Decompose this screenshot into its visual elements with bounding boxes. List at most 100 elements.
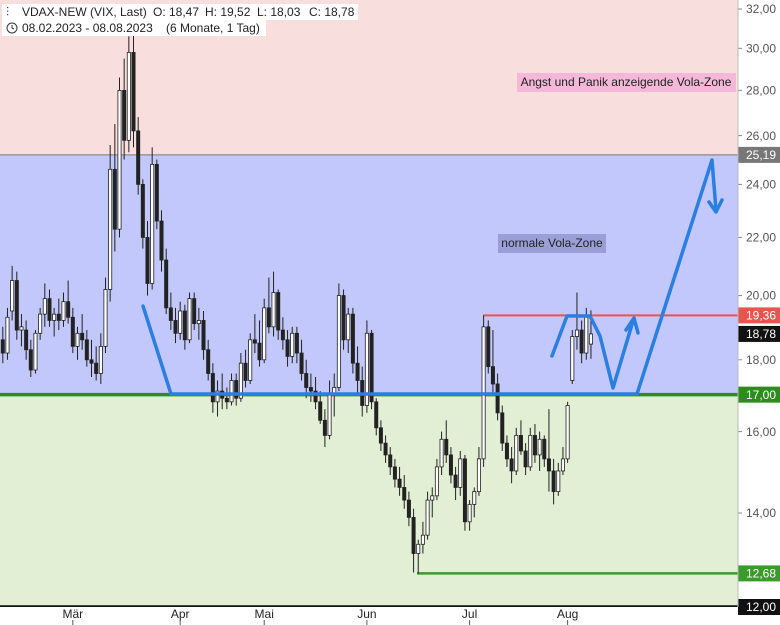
candle-body (94, 362, 99, 374)
level-box (738, 307, 780, 324)
candle-body (574, 329, 579, 337)
candle-body (56, 313, 61, 321)
candle-body (406, 499, 411, 518)
candle-body (486, 326, 491, 368)
candle-body (276, 292, 281, 331)
level-box (738, 325, 780, 342)
x-tick-label: Mai (255, 607, 274, 621)
y-tick-label: 18,00 (746, 353, 776, 367)
candle-body (374, 401, 379, 429)
level-label: 25,19 (746, 148, 776, 162)
candle-body (89, 359, 94, 364)
candle-body (318, 401, 323, 421)
candle-body (355, 362, 360, 381)
candle-body (397, 478, 402, 488)
candle-body (425, 499, 430, 536)
candle-body (439, 438, 444, 468)
candle-body (584, 316, 589, 354)
candle-body (252, 339, 257, 344)
candle-body (75, 332, 80, 347)
candle-body (378, 427, 383, 444)
candle-body (28, 349, 33, 371)
y-axis-area (738, 0, 780, 607)
candle-body (308, 387, 313, 392)
candle-body (285, 339, 290, 357)
quote: C: 18,78 (309, 5, 355, 19)
candle-body (383, 442, 388, 456)
candle-body (514, 435, 519, 472)
candle-body (84, 339, 89, 361)
candle-body (0, 339, 5, 354)
candle-body (122, 90, 127, 141)
candle-body (523, 450, 528, 468)
candle-body (388, 454, 393, 468)
y-tick-label: 28,00 (746, 84, 776, 98)
candle-body (556, 470, 561, 493)
candle-body (294, 332, 299, 354)
candle-body (472, 491, 477, 505)
candle-body (504, 442, 509, 460)
candle-body (136, 130, 141, 185)
candle-body (416, 543, 421, 554)
candle-body (182, 310, 187, 341)
candle-body (178, 310, 183, 334)
candle-body (257, 342, 262, 361)
candle-body (528, 435, 533, 468)
candle-body (24, 329, 29, 351)
candle-body (392, 466, 397, 480)
level-label: 12,00 (746, 600, 776, 614)
candle-body (290, 332, 295, 357)
candle-body (579, 329, 584, 354)
candle-body (266, 307, 271, 328)
candle-body (229, 380, 234, 403)
candle-body (280, 329, 285, 341)
clock-icon (11, 25, 15, 30)
candle-body (66, 301, 71, 318)
candle-body (117, 90, 122, 230)
x-tick-label: Apr (171, 607, 190, 621)
chart-icon: ⫶ (6, 5, 9, 19)
candle-body (411, 516, 416, 554)
arrow-head (707, 198, 724, 214)
candle-body (70, 316, 75, 347)
candle-body (271, 292, 276, 328)
candle-body (173, 320, 178, 334)
annotation-box (517, 73, 736, 92)
candle-body (369, 332, 374, 403)
candle-body (14, 280, 19, 331)
level-label: 19,36 (746, 309, 776, 323)
candle-body (299, 352, 304, 374)
candle-body (168, 307, 173, 321)
candle-body (164, 259, 169, 309)
candle-body (61, 301, 66, 321)
path-drawing (550, 314, 635, 390)
y-tick-label: 16,00 (746, 425, 776, 439)
level-box (738, 599, 780, 615)
candle-body (140, 183, 145, 238)
x-tick-label: Mär (62, 607, 83, 621)
candle-body (509, 458, 514, 472)
level-box (738, 386, 780, 403)
candle-body (336, 295, 341, 388)
annotation: Angst und Panik anzeigende Vola-Zone (521, 75, 732, 89)
candle-body (322, 419, 327, 436)
candle-body (234, 380, 239, 399)
clock-icon (6, 22, 18, 34)
candle-body (420, 534, 425, 545)
quote: H: 19,52 (205, 5, 251, 19)
candle-body (467, 503, 472, 523)
candle-body (346, 313, 351, 341)
candle-body (112, 168, 117, 230)
y-tick-label: 14,00 (746, 506, 776, 520)
candle-body (131, 52, 136, 132)
candle-body (150, 164, 155, 284)
header-box (2, 20, 266, 36)
x-tick-label: Jun (357, 607, 376, 621)
level-label: 17,00 (746, 388, 776, 402)
candle-body (47, 298, 52, 321)
candle-body (532, 435, 537, 456)
annotation: normale Vola-Zone (501, 236, 603, 250)
candle-body (453, 474, 458, 488)
candle-body (196, 320, 201, 325)
